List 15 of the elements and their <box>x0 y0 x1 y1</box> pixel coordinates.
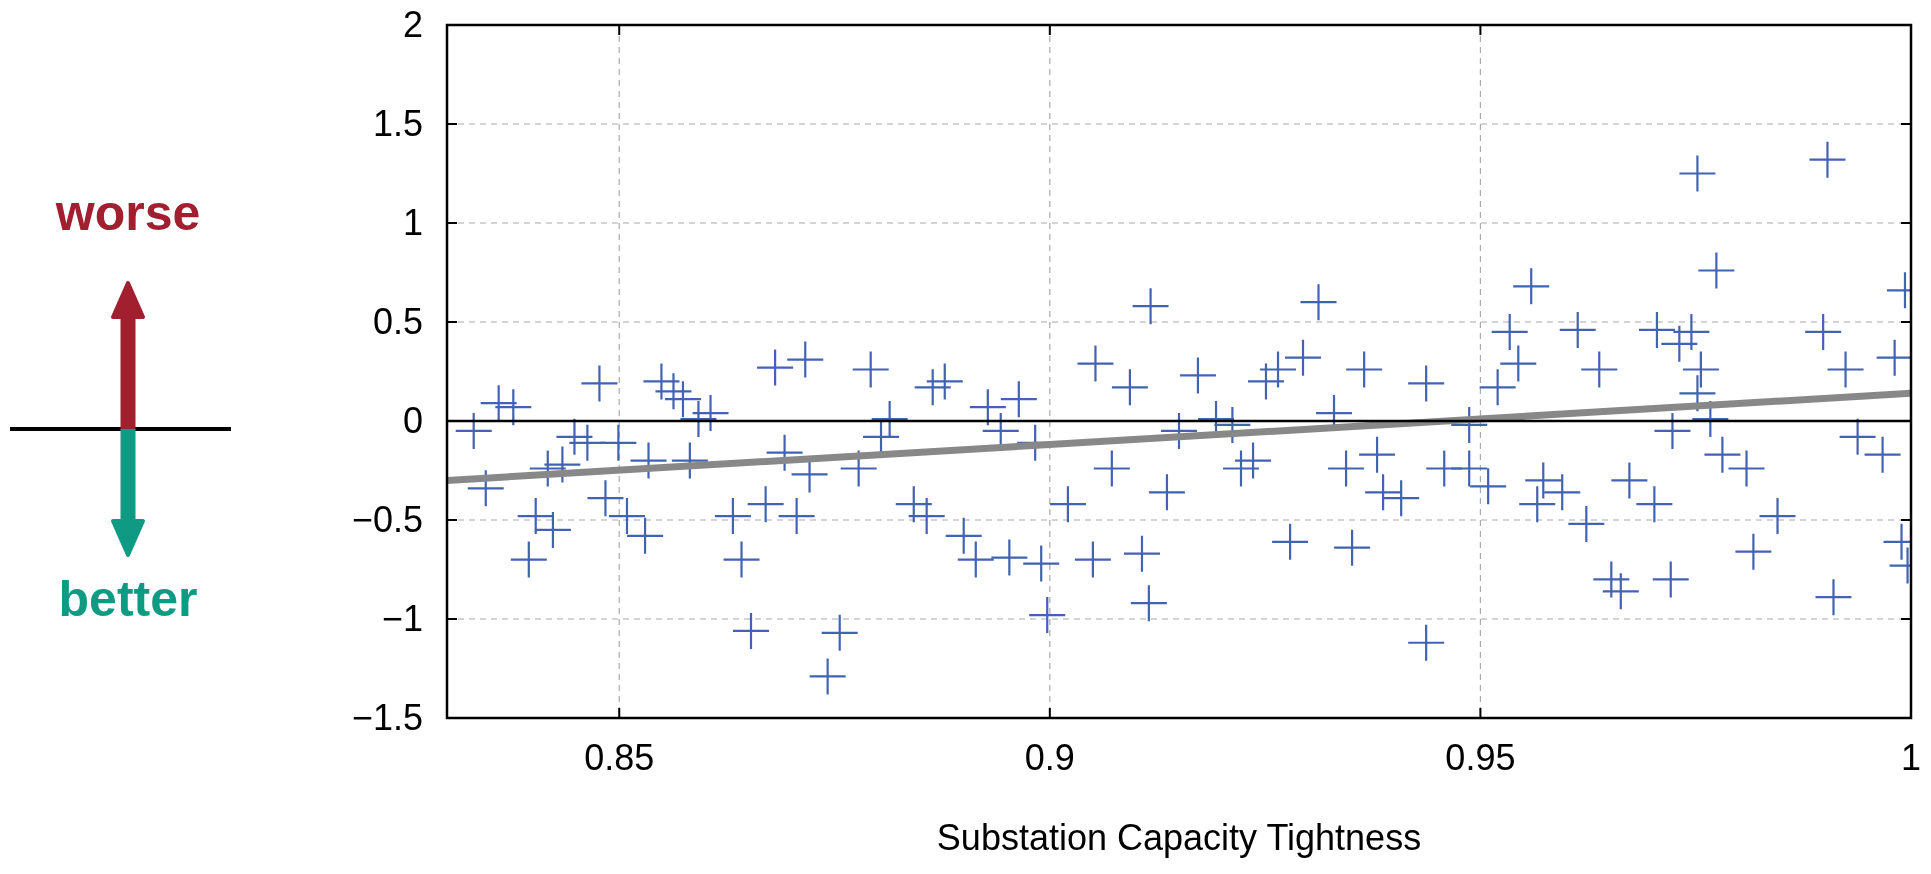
y-tick-label: 0 <box>402 400 423 441</box>
y-tick-label: −0.5 <box>351 499 423 540</box>
y-tick-label: 1.5 <box>372 103 423 144</box>
text: worse <box>54 185 201 241</box>
x-tick-label: 0.9 <box>1024 737 1075 778</box>
y-tick-label: 1 <box>402 202 423 243</box>
y-tick-label: 0.5 <box>372 301 423 342</box>
x-tick-label: 1 <box>1900 737 1922 778</box>
text: better <box>58 571 198 627</box>
y-tick-label: −1.5 <box>351 697 423 738</box>
x-axis-title: Substation Capacity Tightness <box>936 817 1422 858</box>
y-tick-label: −1 <box>381 598 423 639</box>
y-tick-label: 2 <box>402 4 423 45</box>
x-tick-label: 0.95 <box>1445 737 1516 778</box>
x-tick-label: 0.85 <box>584 737 655 778</box>
